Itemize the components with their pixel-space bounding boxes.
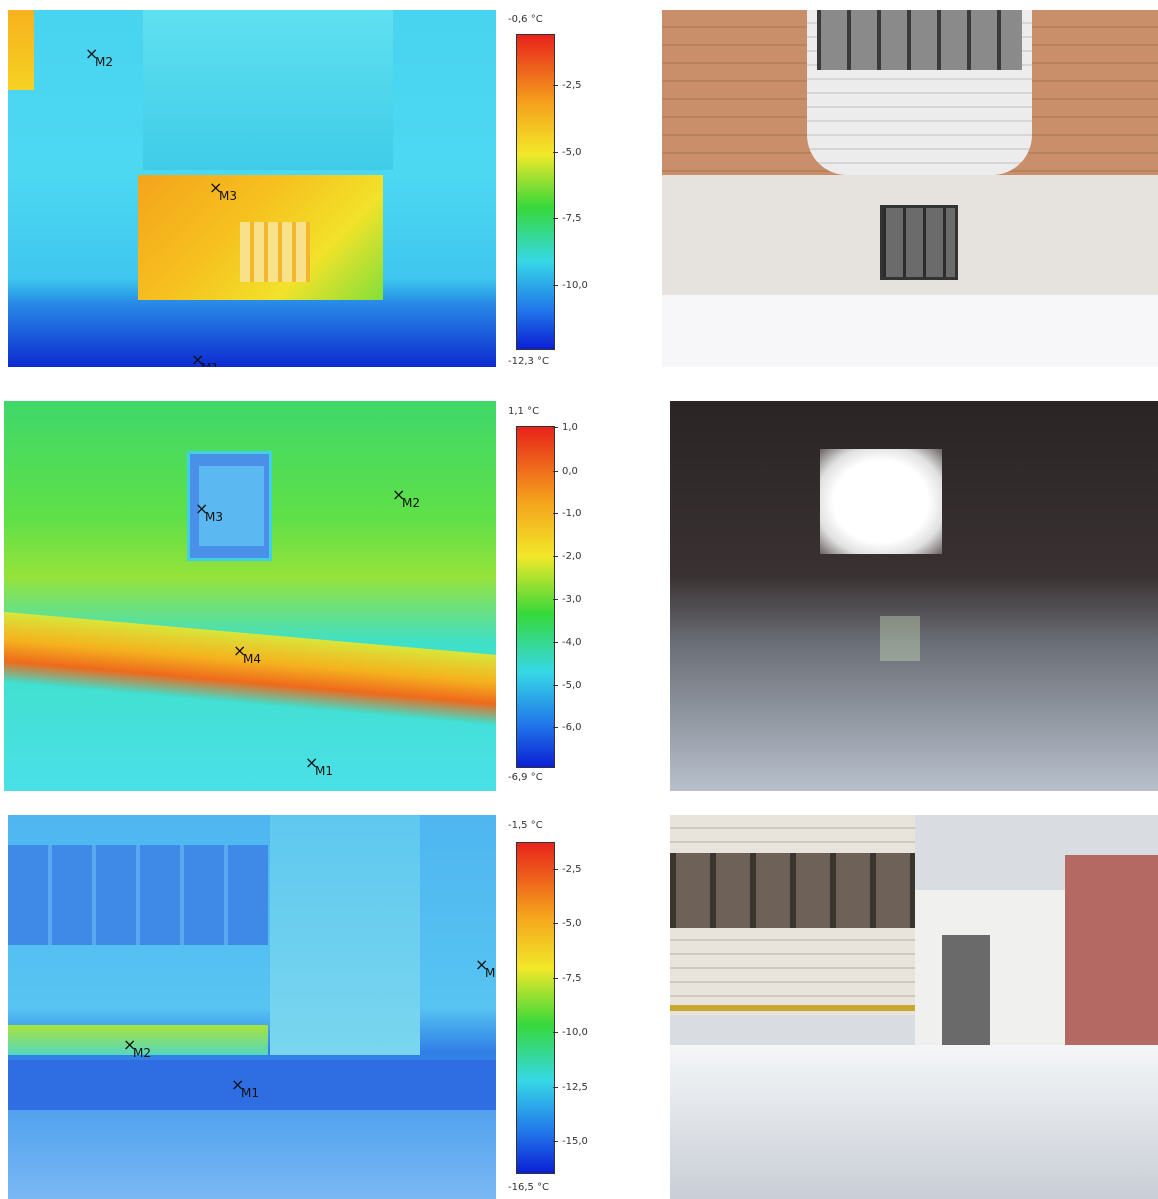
scale-tick: -2,5 — [553, 80, 582, 91]
scale-min-label: -16,5 °C — [508, 1182, 550, 1193]
snow — [670, 1045, 1158, 1199]
snow — [662, 295, 1158, 367]
gas-pipe — [670, 1005, 915, 1011]
temperature-scale-2: 1,1 °C 1,0 0,0 -1,0 -2,0 -3,0 -4,0 -5,0 … — [508, 404, 598, 794]
door — [942, 935, 990, 1047]
scale-tick: -4,0 — [553, 637, 582, 648]
marker-label: M2 — [402, 496, 420, 510]
photo-2 — [670, 401, 1158, 791]
marker-label: M1 — [201, 362, 219, 367]
marker-label: M3 — [485, 966, 496, 980]
marker-label: M3 — [205, 510, 223, 524]
warm-window-left — [8, 10, 34, 90]
building-facade — [143, 10, 393, 170]
floor-reflection — [880, 616, 920, 661]
scale-min-label: -6,9 °C — [508, 772, 543, 783]
marker-label: M4 — [243, 652, 261, 666]
bright-window — [820, 449, 942, 554]
thermal-image-1: ×M2 ×M3 ×M1 — [8, 10, 496, 367]
scale-max-label: -0,6 °C — [508, 14, 543, 25]
scale-tick: -10,0 — [553, 280, 588, 291]
cold-ground — [8, 300, 496, 367]
marker-label: M2 — [95, 55, 113, 69]
scale-tick: -6,0 — [553, 722, 582, 733]
color-scale-bar — [516, 34, 555, 350]
window-pane — [199, 466, 264, 546]
balcony-windows — [817, 10, 1022, 70]
color-scale-bar — [516, 842, 555, 1174]
temperature-scale-3: -1,5 °C -2,5 -5,0 -7,5 -10,0 -12,5 -15,0… — [508, 818, 598, 1198]
scale-tick: -5,0 — [553, 918, 582, 929]
scale-tick: 0,0 — [553, 466, 578, 477]
color-scale-bar — [516, 426, 555, 768]
cold-ground — [8, 1060, 496, 1110]
hot-window-grid — [240, 222, 310, 282]
red-column — [1065, 855, 1158, 1055]
scale-tick: -2,0 — [553, 551, 582, 562]
warm-floor-line — [4, 611, 496, 727]
entrance-wall — [915, 890, 1065, 1050]
scale-max-label: -1,5 °C — [508, 820, 543, 831]
scale-tick: -12,5 — [553, 1082, 588, 1093]
scale-tick: -15,0 — [553, 1136, 588, 1147]
windows — [670, 853, 915, 928]
scale-tick: -1,0 — [553, 508, 582, 519]
scale-min-label: -12,3 °C — [508, 356, 550, 367]
basement-window — [880, 205, 958, 280]
marker-label: M1 — [241, 1086, 259, 1100]
scale-tick: -3,0 — [553, 594, 582, 605]
marker-label: M2 — [133, 1046, 151, 1060]
thermal-image-2: × M3 × M2 × M4 × M1 — [4, 401, 496, 791]
temperature-scale-1: -0,6 °C -2,5 -5,0 -7,5 -10,0 -12,3 °C — [508, 12, 598, 372]
scale-tick: -7,5 — [553, 973, 582, 984]
photo-1 — [662, 10, 1158, 367]
marker-label: M1 — [315, 764, 333, 778]
scale-tick: 1,0 — [553, 422, 578, 433]
warm-band — [8, 1025, 268, 1055]
scale-tick: -7,5 — [553, 213, 582, 224]
thermal-image-3: ×M3 ×M2 ×M1 — [8, 815, 496, 1199]
scale-tick: -10,0 — [553, 1027, 588, 1038]
scale-tick: -2,5 — [553, 864, 582, 875]
facade-windows — [8, 845, 268, 945]
photo-3 — [670, 815, 1158, 1199]
marker-label: M3 — [219, 189, 237, 203]
scale-max-label: 1,1 °C — [508, 406, 540, 417]
scale-tick: -5,0 — [553, 147, 582, 158]
scale-tick: -5,0 — [553, 680, 582, 691]
doorway-column — [270, 815, 420, 1055]
